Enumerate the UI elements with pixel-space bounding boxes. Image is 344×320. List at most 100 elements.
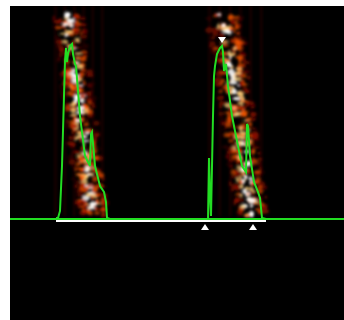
heat-speck: [88, 82, 96, 85]
heat-speck: [264, 195, 268, 200]
heat-speck: [55, 26, 63, 30]
heat-speck: [220, 32, 226, 38]
heat-speck: [75, 37, 80, 43]
spectrogram-stripe: [259, 6, 263, 216]
heat-speck: [221, 23, 226, 28]
heat-speck: [235, 20, 238, 25]
heat-speck: [245, 194, 248, 197]
heat-speck: [237, 102, 241, 105]
heat-speck: [251, 148, 256, 155]
heat-speck: [71, 165, 79, 170]
heat-speck: [251, 133, 259, 139]
heat-speck: [79, 34, 85, 39]
heat-speck: [223, 58, 231, 62]
heat-speck: [228, 158, 236, 162]
heat-speck: [249, 141, 254, 145]
heat-speck: [94, 207, 98, 212]
heat-speck: [249, 211, 255, 217]
heat-speck: [239, 210, 243, 216]
heat-speck: [226, 161, 233, 167]
heat-speck: [64, 12, 70, 18]
heat-speck: [70, 92, 74, 98]
call-1-heatmap: [51, 6, 110, 219]
heat-speck: [100, 207, 107, 212]
heat-speck: [90, 202, 93, 207]
heat-speck: [235, 67, 243, 71]
heat-speck: [241, 100, 249, 103]
heat-speck: [84, 132, 90, 135]
heat-speck: [72, 150, 80, 153]
heat-speck: [57, 58, 62, 61]
heat-speck: [76, 193, 85, 197]
heat-speck: [240, 45, 245, 50]
heat-speck: [59, 48, 64, 52]
heat-speck: [84, 72, 89, 78]
heat-speck: [233, 200, 240, 203]
heat-speck: [225, 154, 229, 158]
heat-speck: [215, 71, 223, 78]
heat-speck: [234, 24, 239, 30]
heat-speck: [240, 52, 247, 56]
heat-speck: [78, 17, 86, 20]
heat-speck: [239, 175, 243, 181]
heat-speck: [232, 194, 235, 197]
heat-speck: [100, 200, 105, 205]
heat-speck: [216, 96, 224, 101]
heat-speck: [69, 123, 78, 128]
heat-speck: [231, 108, 238, 113]
spectrogram-stripe: [100, 6, 104, 216]
selection-start-marker-icon[interactable]: [201, 224, 209, 230]
heat-speck: [223, 132, 231, 138]
heat-speck: [232, 96, 240, 101]
heat-speck: [96, 134, 99, 137]
heat-speck: [82, 210, 88, 213]
heat-speck: [239, 180, 244, 184]
heat-speck: [75, 64, 84, 70]
heat-speck: [264, 203, 268, 207]
heat-speck: [74, 52, 83, 55]
heat-speck: [250, 127, 257, 130]
waveform-panel[interactable]: [10, 222, 344, 320]
heat-speck: [231, 104, 235, 109]
heat-speck: [246, 101, 255, 105]
heat-speck: [90, 88, 94, 92]
heat-speck: [230, 15, 233, 19]
heat-speck: [242, 63, 246, 69]
heat-speck: [233, 35, 237, 39]
heat-speck: [245, 66, 249, 70]
heat-speck: [72, 13, 81, 19]
heat-speck: [80, 94, 85, 99]
heat-speck: [228, 180, 232, 187]
heat-speck: [230, 134, 235, 141]
heat-speck: [239, 104, 247, 111]
heat-speck: [245, 104, 250, 107]
spectrogram-canvas[interactable]: [10, 6, 344, 222]
heat-speck: [86, 91, 93, 94]
heat-speck: [73, 89, 76, 94]
heat-speck: [78, 41, 81, 45]
heat-speck: [64, 29, 73, 35]
heat-speck: [87, 206, 95, 210]
heat-speck: [70, 130, 75, 135]
heat-speck: [81, 204, 90, 209]
heat-speck: [74, 55, 82, 59]
heat-speck: [228, 52, 235, 57]
heat-speck: [240, 90, 248, 93]
heat-speck: [92, 176, 99, 182]
peak-marker-icon[interactable]: [218, 37, 226, 43]
heat-speck: [70, 150, 74, 154]
heat-speck: [53, 19, 61, 24]
heat-speck: [71, 77, 77, 80]
selection-end-marker-icon[interactable]: [249, 224, 257, 230]
heat-speck: [213, 12, 219, 17]
heat-speck: [83, 122, 89, 127]
heat-speck: [101, 203, 107, 209]
heat-speck: [239, 125, 243, 132]
heat-speck: [66, 18, 73, 24]
heat-speck: [76, 154, 81, 158]
heat-speck: [241, 83, 248, 86]
heat-speck: [216, 89, 220, 95]
heat-speck: [257, 151, 261, 155]
heat-speck: [85, 192, 92, 197]
heat-speck: [58, 72, 64, 76]
